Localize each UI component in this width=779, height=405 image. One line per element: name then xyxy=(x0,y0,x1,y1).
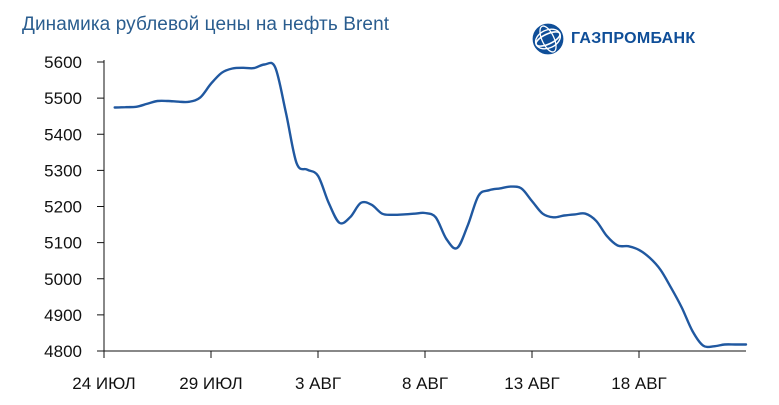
x-tick-label: 24 ИЮЛ xyxy=(72,374,135,393)
y-tick-label: 5400 xyxy=(44,125,82,144)
brand-name: ГАЗПРОМБАНК xyxy=(571,30,696,47)
chart-title: Динамика рублевой цены на нефть Brent xyxy=(22,14,390,35)
x-tick-label: 3 АВГ xyxy=(295,374,341,393)
chart-axes xyxy=(103,60,746,352)
x-tick-label: 18 АВГ xyxy=(611,374,667,393)
y-tick-label: 5600 xyxy=(44,53,82,72)
chart-series xyxy=(113,61,748,349)
x-axis-ticks: 24 ИЮЛ 29 ИЮЛ 3 АВГ 8 АВГ 13 АВГ 18 АВГ xyxy=(72,351,667,393)
y-tick-label: 5000 xyxy=(44,270,82,289)
y-tick-label: 4900 xyxy=(44,306,82,325)
y-tick-label: 5100 xyxy=(44,234,82,253)
series-line xyxy=(113,61,748,349)
y-axis-ticks: 4800 4900 5000 5100 5200 5300 5400 5500 5600 xyxy=(44,53,104,361)
y-tick-label: 5300 xyxy=(44,161,82,180)
brand-logo-block: ГАЗПРОМБАНК xyxy=(531,22,695,56)
gazprombank-globe-logo-icon xyxy=(531,22,565,56)
y-tick-label: 5200 xyxy=(44,198,82,217)
y-tick-label: 5500 xyxy=(44,89,82,108)
x-tick-label: 8 АВГ xyxy=(402,374,448,393)
x-tick-label: 13 АВГ xyxy=(504,374,560,393)
x-tick-label: 29 ИЮЛ xyxy=(179,374,242,393)
y-tick-label: 4800 xyxy=(44,342,82,361)
